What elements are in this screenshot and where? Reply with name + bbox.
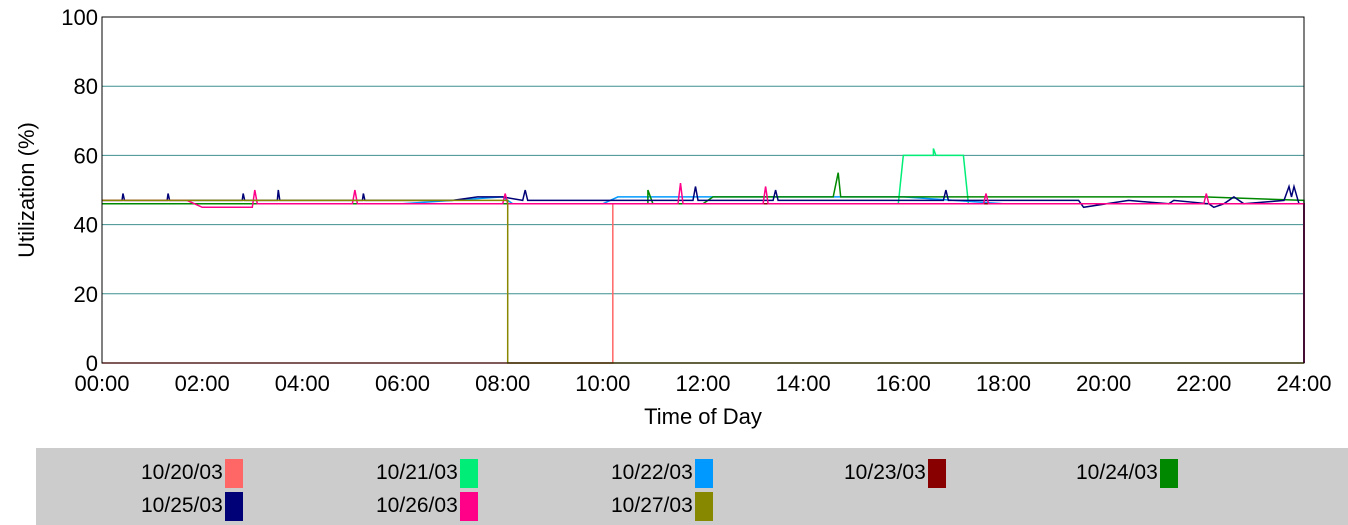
x-tick-label: 18:00 <box>976 371 1031 396</box>
x-tick-label: 12:00 <box>675 371 730 396</box>
grid-lines <box>102 85 1304 295</box>
legend-item: 10/20/03 <box>141 458 243 488</box>
x-tick-label: 14:00 <box>776 371 831 396</box>
y-tick-label: 40 <box>74 213 98 238</box>
legend-swatch <box>927 458 946 488</box>
series-line-5 <box>102 172 1305 363</box>
series-lines <box>102 148 1305 364</box>
legend-label: 10/20/03 <box>141 461 223 484</box>
series-line-4 <box>102 203 1305 363</box>
legend-label: 10/24/03 <box>1076 461 1158 484</box>
x-tick-label: 10:00 <box>575 371 630 396</box>
x-tick-label: 20:00 <box>1076 371 1131 396</box>
y-tick-label: 100 <box>61 5 98 30</box>
legend-swatch <box>694 458 713 488</box>
series-line-7 <box>102 183 1305 363</box>
series-line-1 <box>102 203 1305 364</box>
y-axis-title: Utilization (%) <box>14 122 39 258</box>
legend-item: 10/27/03 <box>611 491 713 521</box>
plot-frame <box>101 16 1305 364</box>
legend-item: 10/25/03 <box>141 491 243 521</box>
legend-item: 10/24/03 <box>1076 458 1178 488</box>
x-tick-label: 08:00 <box>475 371 530 396</box>
legend-swatch <box>694 491 713 521</box>
y-tick-label: 20 <box>74 282 98 307</box>
y-tick-label: 80 <box>74 74 98 99</box>
legend-label: 10/25/03 <box>141 494 223 517</box>
series-line-3 <box>102 196 1305 363</box>
legend-label: 10/27/03 <box>611 494 693 517</box>
legend-swatch <box>459 491 478 521</box>
x-tick-label: 24:00 <box>1276 371 1331 396</box>
y-tick-labels: 0 20 40 60 80 100 <box>61 5 98 376</box>
legend-label: 10/23/03 <box>844 461 926 484</box>
utilization-chart: 0 20 40 60 80 100 00:00 02:00 04:00 06:00 08:00 10… <box>14 5 1332 429</box>
y-tick-label: 60 <box>74 143 98 168</box>
legend-label: 10/22/03 <box>611 461 693 484</box>
x-tick-label: 00:00 <box>74 371 129 396</box>
legend-item: 10/23/03 <box>844 458 946 488</box>
legend: 10/20/03 10/21/03 10/22/03 10/23/03 10/24/03… <box>36 448 1348 525</box>
x-tick-label: 04:00 <box>275 371 330 396</box>
legend-swatch <box>1159 458 1178 488</box>
legend-label: 10/26/03 <box>376 494 458 517</box>
x-axis-title: Time of Day <box>644 404 762 429</box>
legend-item: 10/21/03 <box>376 458 478 488</box>
x-tick-labels: 00:00 02:00 04:00 06:00 08:00 10:00 12:00 14:00… <box>74 371 1331 396</box>
legend-swatch <box>224 458 243 488</box>
x-tick-label: 02:00 <box>175 371 230 396</box>
legend-item: 10/26/03 <box>376 491 478 521</box>
x-tick-label: 16:00 <box>876 371 931 396</box>
series-line-6 <box>102 183 1305 363</box>
x-tick-label: 06:00 <box>375 371 430 396</box>
legend-label: 10/21/03 <box>376 461 458 484</box>
series-line-2 <box>102 148 1305 363</box>
legend-swatch <box>459 458 478 488</box>
legend-swatch <box>224 491 243 521</box>
legend-item: 10/22/03 <box>611 458 713 488</box>
x-tick-label: 22:00 <box>1176 371 1231 396</box>
y-tick-label: 0 <box>86 351 98 376</box>
